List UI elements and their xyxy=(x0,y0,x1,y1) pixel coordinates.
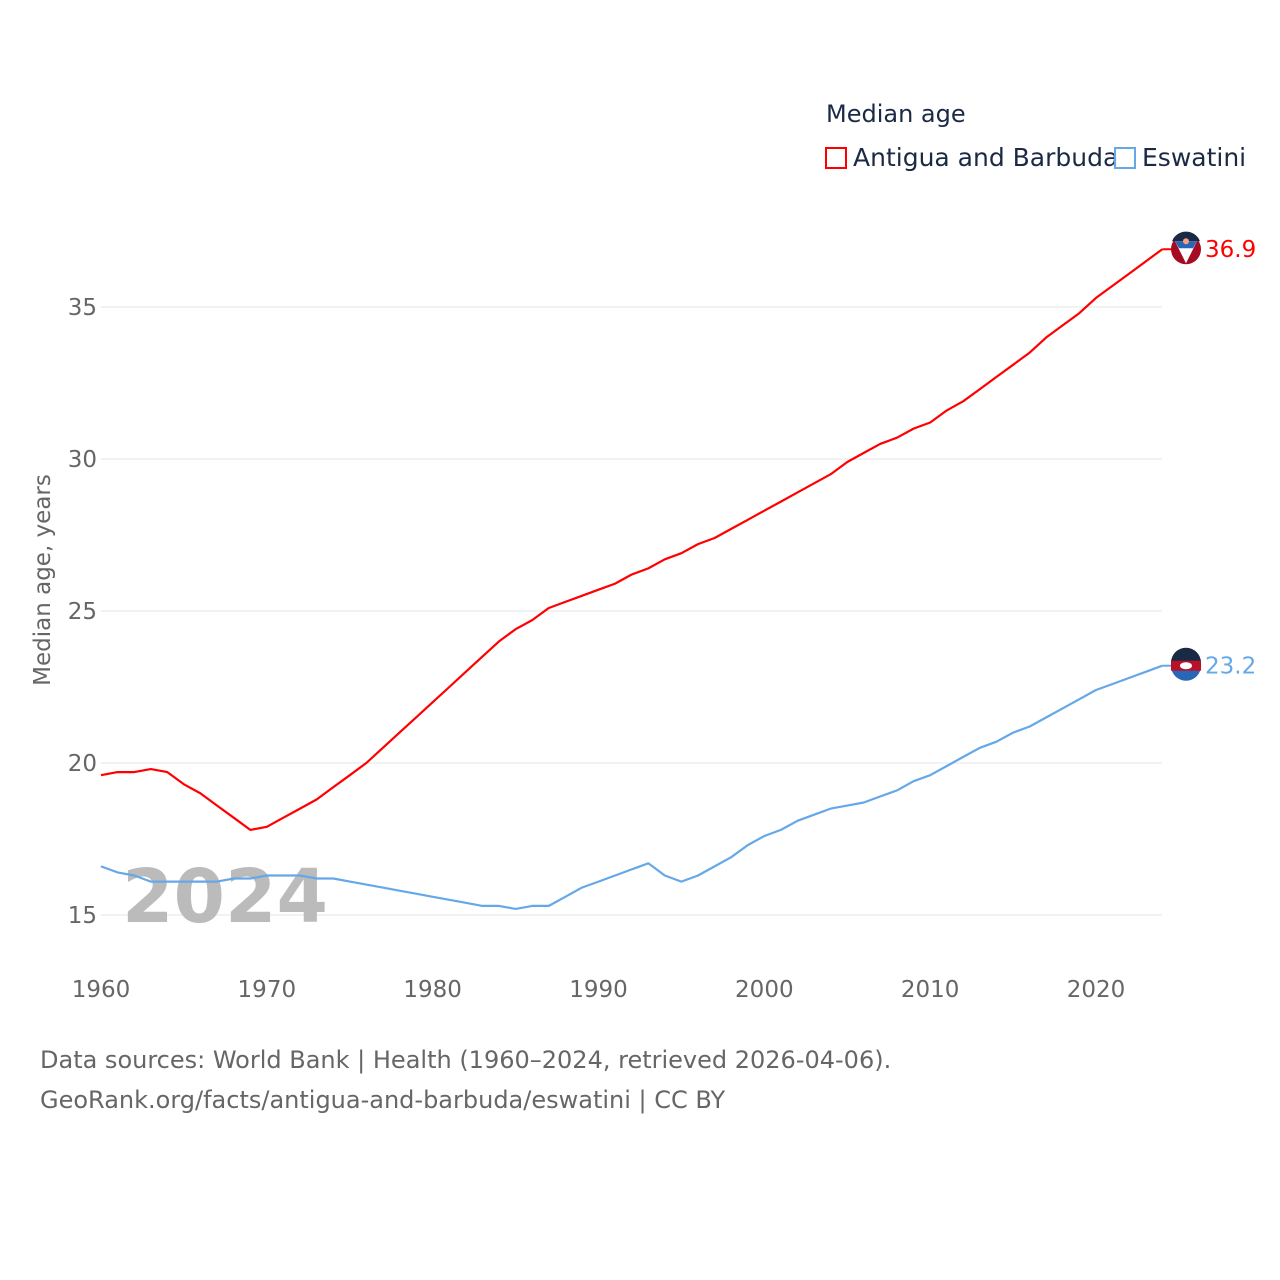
y-tick-label: 20 xyxy=(68,751,97,777)
y-axis-label: Median age, years xyxy=(30,474,56,686)
x-tick-label: 2020 xyxy=(1067,977,1126,1003)
footer-source: Data sources: World Bank | Health (1960–… xyxy=(40,1046,892,1074)
legend-label: Antigua and Barbuda xyxy=(853,143,1119,172)
x-tick-label: 1990 xyxy=(569,977,628,1003)
legend-item-antigua[interactable]: Antigua and Barbuda xyxy=(825,143,1118,172)
antigua-flag-icon xyxy=(1171,231,1201,265)
flag-black xyxy=(1172,231,1200,242)
flag-sun xyxy=(1183,238,1189,245)
end-value-label: 36.9 xyxy=(1205,237,1256,263)
legend-swatch xyxy=(1114,146,1136,169)
legend-swatch xyxy=(825,146,847,169)
series-line-1 xyxy=(100,664,1163,911)
x-tick-label: 1960 xyxy=(72,977,131,1003)
eswatini-flag-icon xyxy=(1171,647,1201,681)
x-tick-label: 2010 xyxy=(901,977,960,1003)
y-tick-label: 15 xyxy=(68,903,97,929)
x-tick-label: 1970 xyxy=(238,977,297,1003)
legend-label: Eswatini xyxy=(1142,143,1247,172)
y-tick-label: 25 xyxy=(68,599,97,625)
end-value-label: 23.2 xyxy=(1205,654,1256,680)
x-tick-label: 1980 xyxy=(403,977,462,1003)
legend-item-eswatini[interactable]: Eswatini xyxy=(1114,143,1246,172)
y-tick-label: 30 xyxy=(68,447,97,473)
y-tick-label: 35 xyxy=(68,295,97,321)
series-line-0 xyxy=(100,248,1163,832)
flag-shield xyxy=(1180,662,1192,670)
flag-top xyxy=(1171,647,1201,663)
legend-title: Median age xyxy=(826,100,966,128)
year-watermark: 2024 xyxy=(122,854,328,940)
x-tick-label: 2000 xyxy=(735,977,794,1003)
flag-blue xyxy=(1175,241,1197,249)
footer-link[interactable]: GeoRank.org/facts/antigua-and-barbuda/es… xyxy=(40,1086,726,1114)
